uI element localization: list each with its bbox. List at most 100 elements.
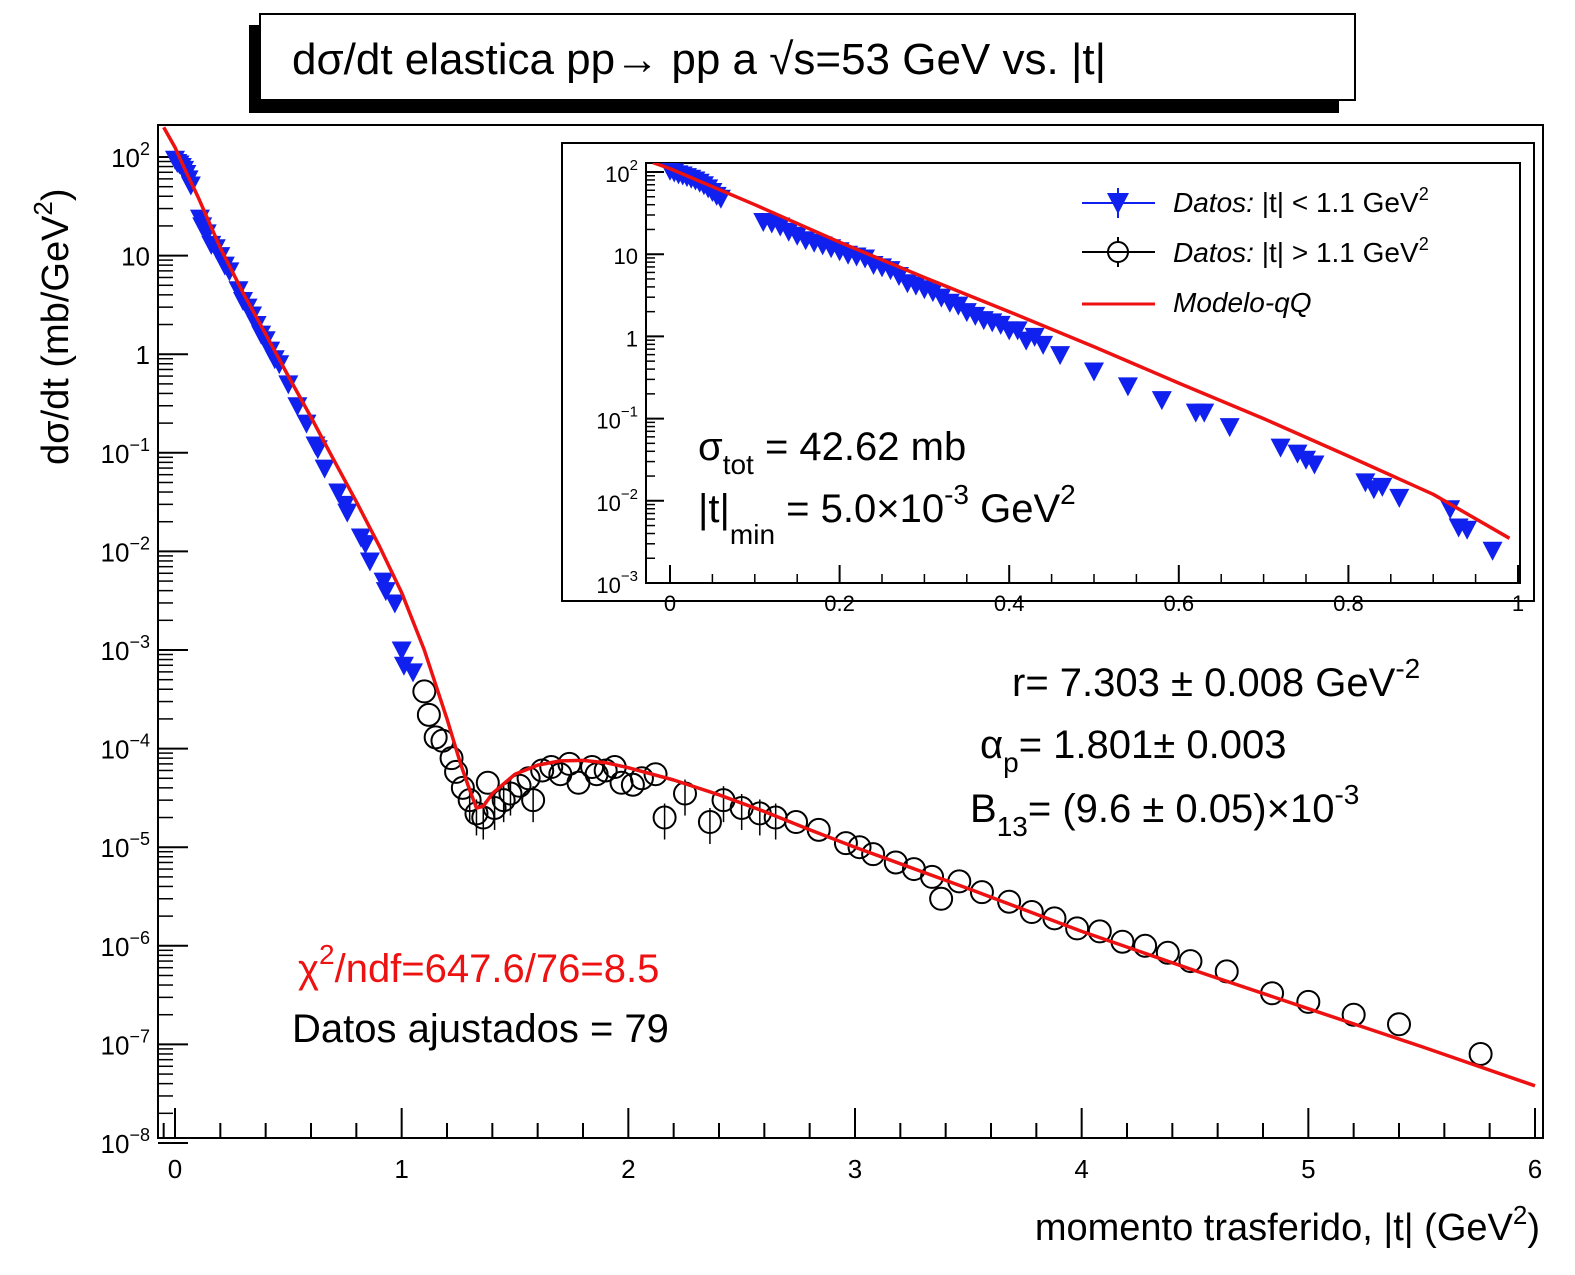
main-x-tick-label: 0 [168, 1154, 182, 1184]
legend-label-model: Modelo-qQ [1173, 287, 1312, 318]
legend-label-data-high: Datos: |t| > 1.1 GeV2 [1173, 234, 1429, 268]
main-y-tick-label: 10 [121, 242, 150, 272]
inset-data-point-low [1194, 403, 1215, 423]
main-data-clip [162, 126, 1536, 1088]
main-data-point-low [228, 281, 249, 301]
main-y-tick-label: 10−3 [101, 632, 150, 666]
legend-entry-data-low: Datos: |t| < 1.1 GeV2 [1082, 184, 1429, 218]
main-data-point-low [242, 306, 263, 326]
inset-data-point-low [1372, 477, 1393, 497]
main-data-point-high [697, 810, 722, 835]
main-y-tick-label: 10−5 [101, 829, 150, 863]
inset-y-tick-label: 10−3 [596, 568, 638, 598]
main-data-point-high [412, 679, 437, 704]
main-y-tick-label: 10−1 [101, 435, 150, 469]
main-x-tick-label: 1 [394, 1154, 408, 1184]
main-data-point-low [337, 503, 358, 523]
inset-x-tick-label: 0.2 [824, 591, 855, 616]
inset-y-tick-label: 102 [605, 157, 638, 187]
main-x-tick-label: 2 [621, 1154, 635, 1184]
inset-data-clip [652, 163, 1511, 561]
legend: Datos: |t| < 1.1 GeV2 Datos: |t| > 1.1 G… [1082, 184, 1429, 318]
inset-data-point-low [931, 288, 952, 308]
inset-data-point-low [1151, 391, 1172, 411]
inset-x-tick-label: 1 [1512, 591, 1524, 616]
main-data-point-high [969, 880, 994, 905]
main-y-tick-label: 10−8 [101, 1125, 150, 1159]
main-data-point-high [1468, 1041, 1493, 1066]
main-data-point-low [180, 176, 201, 196]
main-data-point-high [450, 775, 475, 800]
inset-y-axis: 102 10 1 10−1 10−2 10−3 [596, 157, 664, 598]
inset-data-point-low [1033, 335, 1054, 355]
main-data-point-low [393, 656, 414, 676]
main-data-point-low [307, 440, 328, 460]
main-data-point-low [373, 572, 394, 592]
inset-data-point-low [770, 217, 791, 237]
title-box: dσ/dt elastica pp→ pp a √s=53 GeV vs. |t… [249, 13, 1356, 113]
main-data-point-high [491, 788, 516, 813]
main-data-point-high [1019, 900, 1044, 925]
main-data-point-low [314, 459, 335, 479]
main-model-curve [162, 126, 1536, 1088]
inset-data-layer [652, 163, 1511, 561]
inset-x-axis: 0 0.2 0.4 0.6 0.8 1 [664, 565, 1524, 616]
inset-x-tick-label: 0.8 [1333, 591, 1364, 616]
inset-data-point-low [1270, 438, 1291, 458]
chart-title: dσ/dt elastica pp→ pp a √s=53 GeV vs. |t… [292, 35, 1106, 84]
inset-y-tick-label: 10−1 [596, 404, 638, 434]
main-y-axis-label: dσ/dt (mb/GeV2) [28, 188, 77, 465]
main-data-point-high [557, 751, 582, 776]
inset-data-point-low [1084, 362, 1104, 382]
inset-panel: 0 0.2 0.4 0.6 0.8 1 102 10 1 10−1 10−2 10−3 [561, 142, 1535, 616]
inset-data-point-low [1304, 455, 1325, 475]
legend-triangle-icon [1107, 193, 1129, 214]
main-data-point-low [375, 582, 396, 602]
legend-entry-model: Modelo-qQ [1082, 287, 1312, 318]
main-y-tick-label: 10−2 [101, 533, 150, 567]
main-data-point-low [278, 375, 299, 395]
inset-data-point-low [1482, 541, 1503, 561]
inset-x-tick-label: 0 [664, 591, 676, 616]
legend-label-data-low: Datos: |t| < 1.1 GeV2 [1173, 184, 1429, 218]
inset-data-point-low [1050, 346, 1071, 366]
main-x-tick-label: 5 [1301, 1154, 1315, 1184]
inset-pad [561, 142, 1535, 602]
b13-parameter: B13= (9.6 ± 0.05)×10-3 [970, 779, 1359, 842]
inset-data-point-low [1389, 488, 1410, 508]
fitted-data-count: Datos ajustados = 79 [292, 1007, 669, 1051]
tmin-annotation: |t|min = 5.0×10-3 GeV2 [698, 479, 1076, 550]
inset-data-point-low [990, 315, 1011, 335]
main-data-point-low [359, 552, 380, 572]
main-data-point-high [539, 755, 564, 780]
main-data-layer [162, 126, 1536, 1088]
inset-data-point-low [1117, 377, 1138, 397]
sigma-tot-annotation: σtot = 42.62 mb [698, 425, 966, 480]
main-data-point-high [464, 801, 489, 826]
main-data-point-high [847, 835, 872, 860]
inset-y-tick-label: 1 [626, 326, 638, 351]
main-data-point-low [403, 663, 423, 683]
inset-data-point-low [1287, 444, 1308, 464]
inset-data-point-low [922, 283, 943, 303]
main-data-point-high [521, 788, 546, 813]
main-data-point-high [1387, 1012, 1411, 1037]
inset-y-tick-label: 10 [614, 244, 638, 269]
main-x-axis: 0 1 2 3 4 5 6 [162, 1108, 1542, 1184]
main-data-point-high [1178, 949, 1203, 974]
main-data-point-high [444, 759, 469, 784]
main-data-point-high [439, 746, 464, 771]
main-data-point-high [652, 805, 677, 830]
inset-data-point-low [1007, 321, 1028, 341]
main-x-tick-label: 6 [1528, 1154, 1542, 1184]
chi2-annotation: χ2/ndf=647.6/76=8.5 [298, 939, 659, 991]
inset-data-point-low [1457, 520, 1478, 540]
main-x-axis-label: momento trasferido, |t| (GeV2) [1035, 1200, 1540, 1249]
inset-data-point-low [1296, 450, 1316, 470]
main-data-point-low [255, 331, 276, 351]
legend-entry-data-high: Datos: |t| > 1.1 GeV2 [1082, 234, 1429, 268]
main-data-point-high [1155, 940, 1180, 965]
main-data-point-high [629, 766, 654, 791]
main-x-tick-label: 4 [1074, 1154, 1088, 1184]
